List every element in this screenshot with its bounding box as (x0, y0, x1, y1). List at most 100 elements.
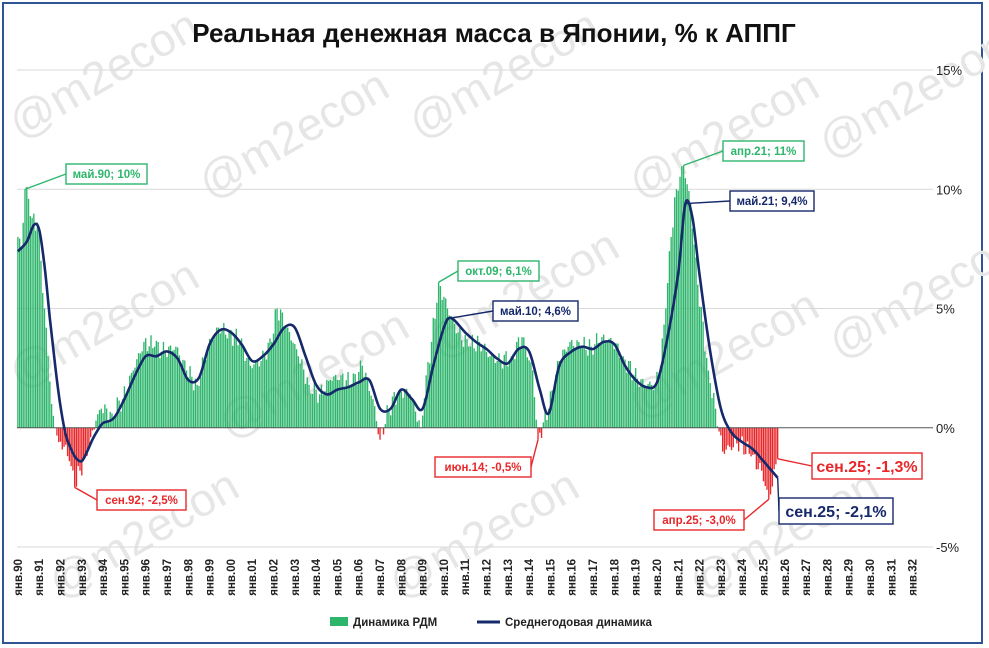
rdm-bar (556, 361, 559, 428)
rdm-bar (620, 357, 623, 428)
rdm-bar (617, 343, 619, 428)
rdm-bar (146, 351, 149, 428)
rdm-bar (753, 427, 756, 455)
rdm-bar (180, 363, 182, 428)
rdm-bar (303, 369, 305, 428)
rdm-bar (161, 351, 163, 428)
rdm-bar (539, 427, 541, 433)
rdm-bar (56, 427, 58, 436)
rdm-bar (482, 347, 484, 428)
rdm-bar (652, 389, 655, 428)
rdm-bar (217, 327, 220, 428)
rdm-bar (81, 427, 83, 476)
rdm-bar (681, 166, 683, 428)
rdm-bar (553, 394, 555, 428)
rdm-bar (308, 384, 310, 428)
rdm-bar (134, 367, 136, 428)
rdm-bar (141, 351, 143, 428)
rdm-bar (214, 333, 216, 428)
annotation-box (722, 140, 805, 162)
y-axis: 15% 10% 5% 0% -5% (936, 63, 962, 555)
rdm-bar (382, 427, 385, 435)
rdm-bar (390, 415, 392, 428)
rdm-bar (89, 427, 92, 438)
rdm-bar (642, 378, 644, 428)
rdm-bar (33, 213, 35, 428)
rdm-bar (393, 392, 395, 428)
annotation-leader (685, 200, 731, 205)
rdm-bar (469, 346, 472, 428)
rdm-bar (638, 387, 640, 428)
rdm-bar (42, 293, 44, 428)
rdm-bar (317, 402, 319, 428)
rdm-bar (88, 427, 90, 447)
x-tick-label: янв.10 (439, 559, 451, 596)
rdm-bar (627, 360, 630, 428)
rdm-bar (409, 394, 411, 428)
rdm-bar (739, 427, 742, 443)
rdm-bar (166, 356, 168, 428)
rdm-bar (342, 373, 344, 428)
rdm-bar (395, 404, 397, 428)
rdm-bar (654, 384, 656, 428)
rdm-bar (290, 340, 292, 428)
rdm-bar (510, 356, 513, 428)
rdm-bar (152, 348, 154, 428)
rdm-bar (658, 376, 660, 428)
rdm-bar (168, 346, 170, 428)
rdm-bar (723, 427, 726, 454)
rdm-bar (223, 323, 225, 428)
rdm-bar (711, 398, 713, 428)
rdm-bar (571, 339, 573, 428)
rdm-bar (725, 427, 727, 450)
rdm-bar (505, 351, 507, 428)
rdm-bar (608, 338, 610, 428)
rdm-bar (702, 321, 704, 428)
rdm-bar (350, 384, 353, 428)
annotation-label: сен.25; -2,1% (785, 504, 886, 521)
rdm-bar (45, 327, 47, 428)
rdm-bar (249, 365, 252, 428)
rdm-bar (366, 379, 369, 428)
rdm-bar (139, 353, 142, 428)
rdm-bar (757, 427, 759, 470)
x-tick-label: янв.27 (801, 559, 813, 596)
rdm-bar (769, 427, 772, 495)
x-tick-label: янв.96 (141, 559, 153, 596)
rdm-bar (299, 363, 301, 428)
rdm-bar (484, 343, 486, 428)
rdm-bar (595, 333, 598, 428)
x-tick-label: янв.17 (588, 559, 600, 596)
rdm-bar (182, 359, 184, 428)
rdm-bar (198, 385, 200, 428)
rdm-bar (530, 362, 532, 428)
annotation-leader (450, 310, 494, 319)
rdm-bar (327, 380, 330, 428)
rdm-bar (294, 344, 296, 428)
line-series-average (16, 198, 779, 479)
annotation-box (96, 489, 187, 511)
rdm-bar (665, 308, 667, 428)
rdm-bar (578, 341, 580, 428)
watermark-text: @m2econ (619, 58, 827, 208)
rdm-bar (104, 404, 106, 428)
rdm-bar (347, 372, 349, 428)
rdm-bar (672, 227, 674, 428)
rdm-bar (682, 165, 685, 428)
rdm-bar (79, 427, 81, 471)
x-tick-label: янв.12 (482, 559, 494, 596)
watermark-text: @m2econ (809, 18, 989, 168)
rdm-bar (619, 357, 621, 428)
rdm-bar (324, 391, 326, 428)
annotation-box (729, 190, 815, 212)
rdm-bar (26, 186, 28, 428)
rdm-bar (558, 360, 560, 428)
rdm-bar (114, 416, 117, 428)
rdm-bar (714, 408, 717, 428)
rdm-bar (572, 345, 575, 428)
rdm-bar (540, 427, 543, 438)
rdm-bar (212, 340, 214, 428)
rdm-bar (507, 366, 509, 428)
rdm-bar (58, 427, 60, 443)
rdm-bar (263, 356, 266, 428)
